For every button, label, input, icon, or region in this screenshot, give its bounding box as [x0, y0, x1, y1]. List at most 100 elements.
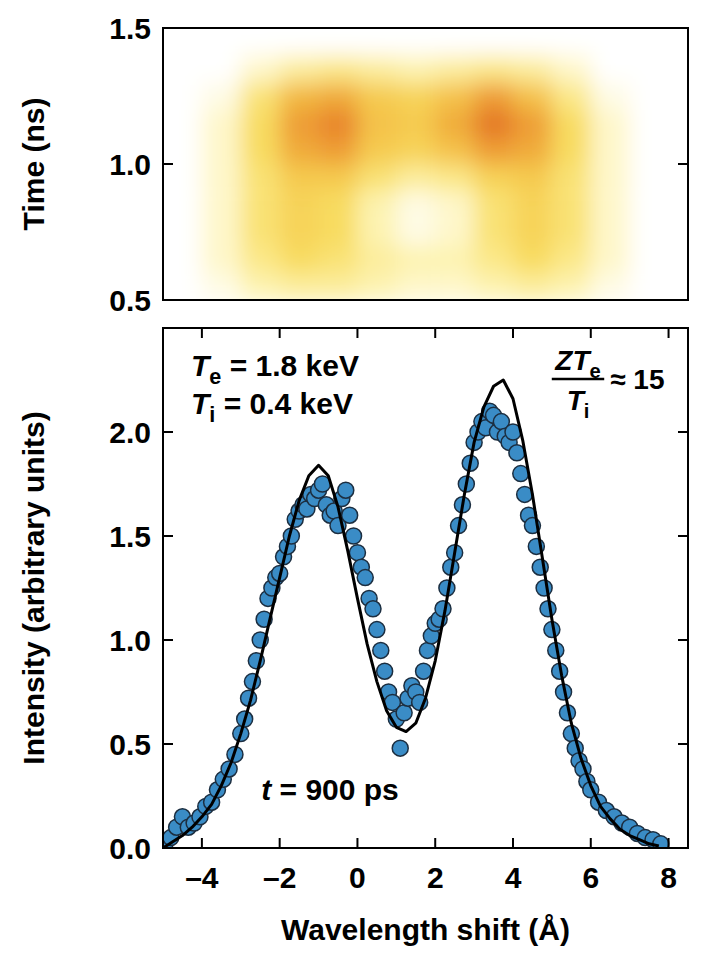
annotation: ≈ 15 [610, 364, 664, 395]
y-tick [678, 431, 688, 433]
data-point [357, 570, 373, 586]
y-tick-label: 2.0 [109, 416, 151, 449]
heatmap-cell [552, 246, 591, 274]
heatmap-cell [630, 82, 669, 110]
heatmap-cell [163, 110, 202, 138]
heatmap-cell [319, 55, 358, 83]
heatmap-cell [202, 191, 241, 219]
text-part: Z [554, 345, 573, 376]
x-axis-title: Wavelength shift (Å) [281, 913, 570, 946]
y-tick [163, 299, 173, 301]
fraction-bar [552, 378, 604, 381]
heatmap-cell [630, 28, 669, 56]
y-tick [678, 535, 688, 537]
heatmap-cell [241, 246, 280, 274]
y-tick [163, 431, 173, 433]
x-tick [201, 838, 203, 848]
heatmap-cell [669, 246, 688, 274]
heatmap-cell [669, 164, 688, 192]
heatmap-cell [552, 218, 591, 246]
x-tick [279, 838, 281, 848]
x-tick-label: –4 [185, 861, 219, 894]
heatmap-cell [513, 55, 552, 83]
heatmap-cell [163, 191, 202, 219]
heatmap-cell [669, 55, 688, 83]
heatmap-cell [241, 191, 280, 219]
heatmap-cell [435, 82, 474, 110]
heatmap-cell [241, 273, 280, 300]
heatmap-cell [280, 246, 319, 274]
heatmap-cell [591, 218, 630, 246]
heatmap-cell [280, 28, 319, 56]
heatmap-cell [669, 28, 688, 56]
annotation: Te = 1.8 keV [191, 349, 359, 389]
heatmap-cell [513, 191, 552, 219]
heatmap-cell [552, 55, 591, 83]
heatmap-cell [163, 28, 202, 56]
heatmap-cell [630, 191, 669, 219]
y-tick-label: 0.5 [109, 284, 151, 317]
heatmap-cell [435, 218, 474, 246]
heatmap-cell [202, 137, 241, 165]
heatmap-cell [474, 55, 513, 83]
heatmap-cell [474, 164, 513, 192]
heatmap-cell [319, 164, 358, 192]
heatmap-cell [435, 191, 474, 219]
heatmap-cell [357, 28, 396, 56]
heatmap-cell [319, 110, 358, 138]
heatmap-cell [630, 246, 669, 274]
heatmap-cell [513, 110, 552, 138]
heatmap-cell [163, 137, 202, 165]
heatmap-cell [552, 137, 591, 165]
heatmap-cell [435, 273, 474, 300]
heatmap-cell [591, 55, 630, 83]
heatmap-cell [202, 273, 241, 300]
y-tick-label: 1.5 [109, 520, 151, 553]
heatmap-cell [357, 110, 396, 138]
data-point [536, 580, 552, 596]
plot-area [163, 380, 669, 848]
x-tick-label: 8 [660, 861, 677, 894]
data-point [416, 663, 432, 679]
heatmap-cell [552, 191, 591, 219]
heatmap-cell [241, 28, 280, 56]
heatmap-cell [669, 137, 688, 165]
heatmap-cell [591, 191, 630, 219]
heatmap-cell [396, 137, 435, 165]
heatmap-cell [163, 55, 202, 83]
heatmap-cell [163, 273, 202, 300]
heatmap-cell [357, 273, 396, 300]
heatmap-cell [591, 82, 630, 110]
heatmap-cell [163, 82, 202, 110]
heatmap-cell [319, 246, 358, 274]
annotation: t = 900 ps [261, 773, 399, 806]
heatmap-cell [163, 164, 202, 192]
heatmap-cell [241, 218, 280, 246]
x-tick [434, 328, 436, 338]
heatmap-cell [474, 28, 513, 56]
y-tick [678, 299, 688, 301]
data-point [365, 601, 381, 617]
x-tick [512, 328, 514, 338]
heatmap-cell [357, 82, 396, 110]
heatmap-cell [241, 164, 280, 192]
heatmap-cell [280, 273, 319, 300]
heatmap-cell [357, 164, 396, 192]
heatmap-cell [513, 273, 552, 300]
heatmap-cell [357, 246, 396, 274]
y-tick [678, 847, 688, 849]
text-part: = 0.4 keV [215, 387, 353, 420]
heatmap-cell [280, 82, 319, 110]
data-point [338, 482, 354, 498]
heatmap-cell [669, 191, 688, 219]
heatmap-cell [474, 82, 513, 110]
heatmap-cell [513, 164, 552, 192]
heatmap-cell [357, 218, 396, 246]
heatmap-cell [591, 110, 630, 138]
heatmap-cell [630, 55, 669, 83]
x-tick-label: 4 [505, 861, 522, 894]
heatmap-cell [630, 137, 669, 165]
heatmap-cell [396, 55, 435, 83]
heatmap-cell [202, 82, 241, 110]
y-tick [678, 163, 688, 165]
